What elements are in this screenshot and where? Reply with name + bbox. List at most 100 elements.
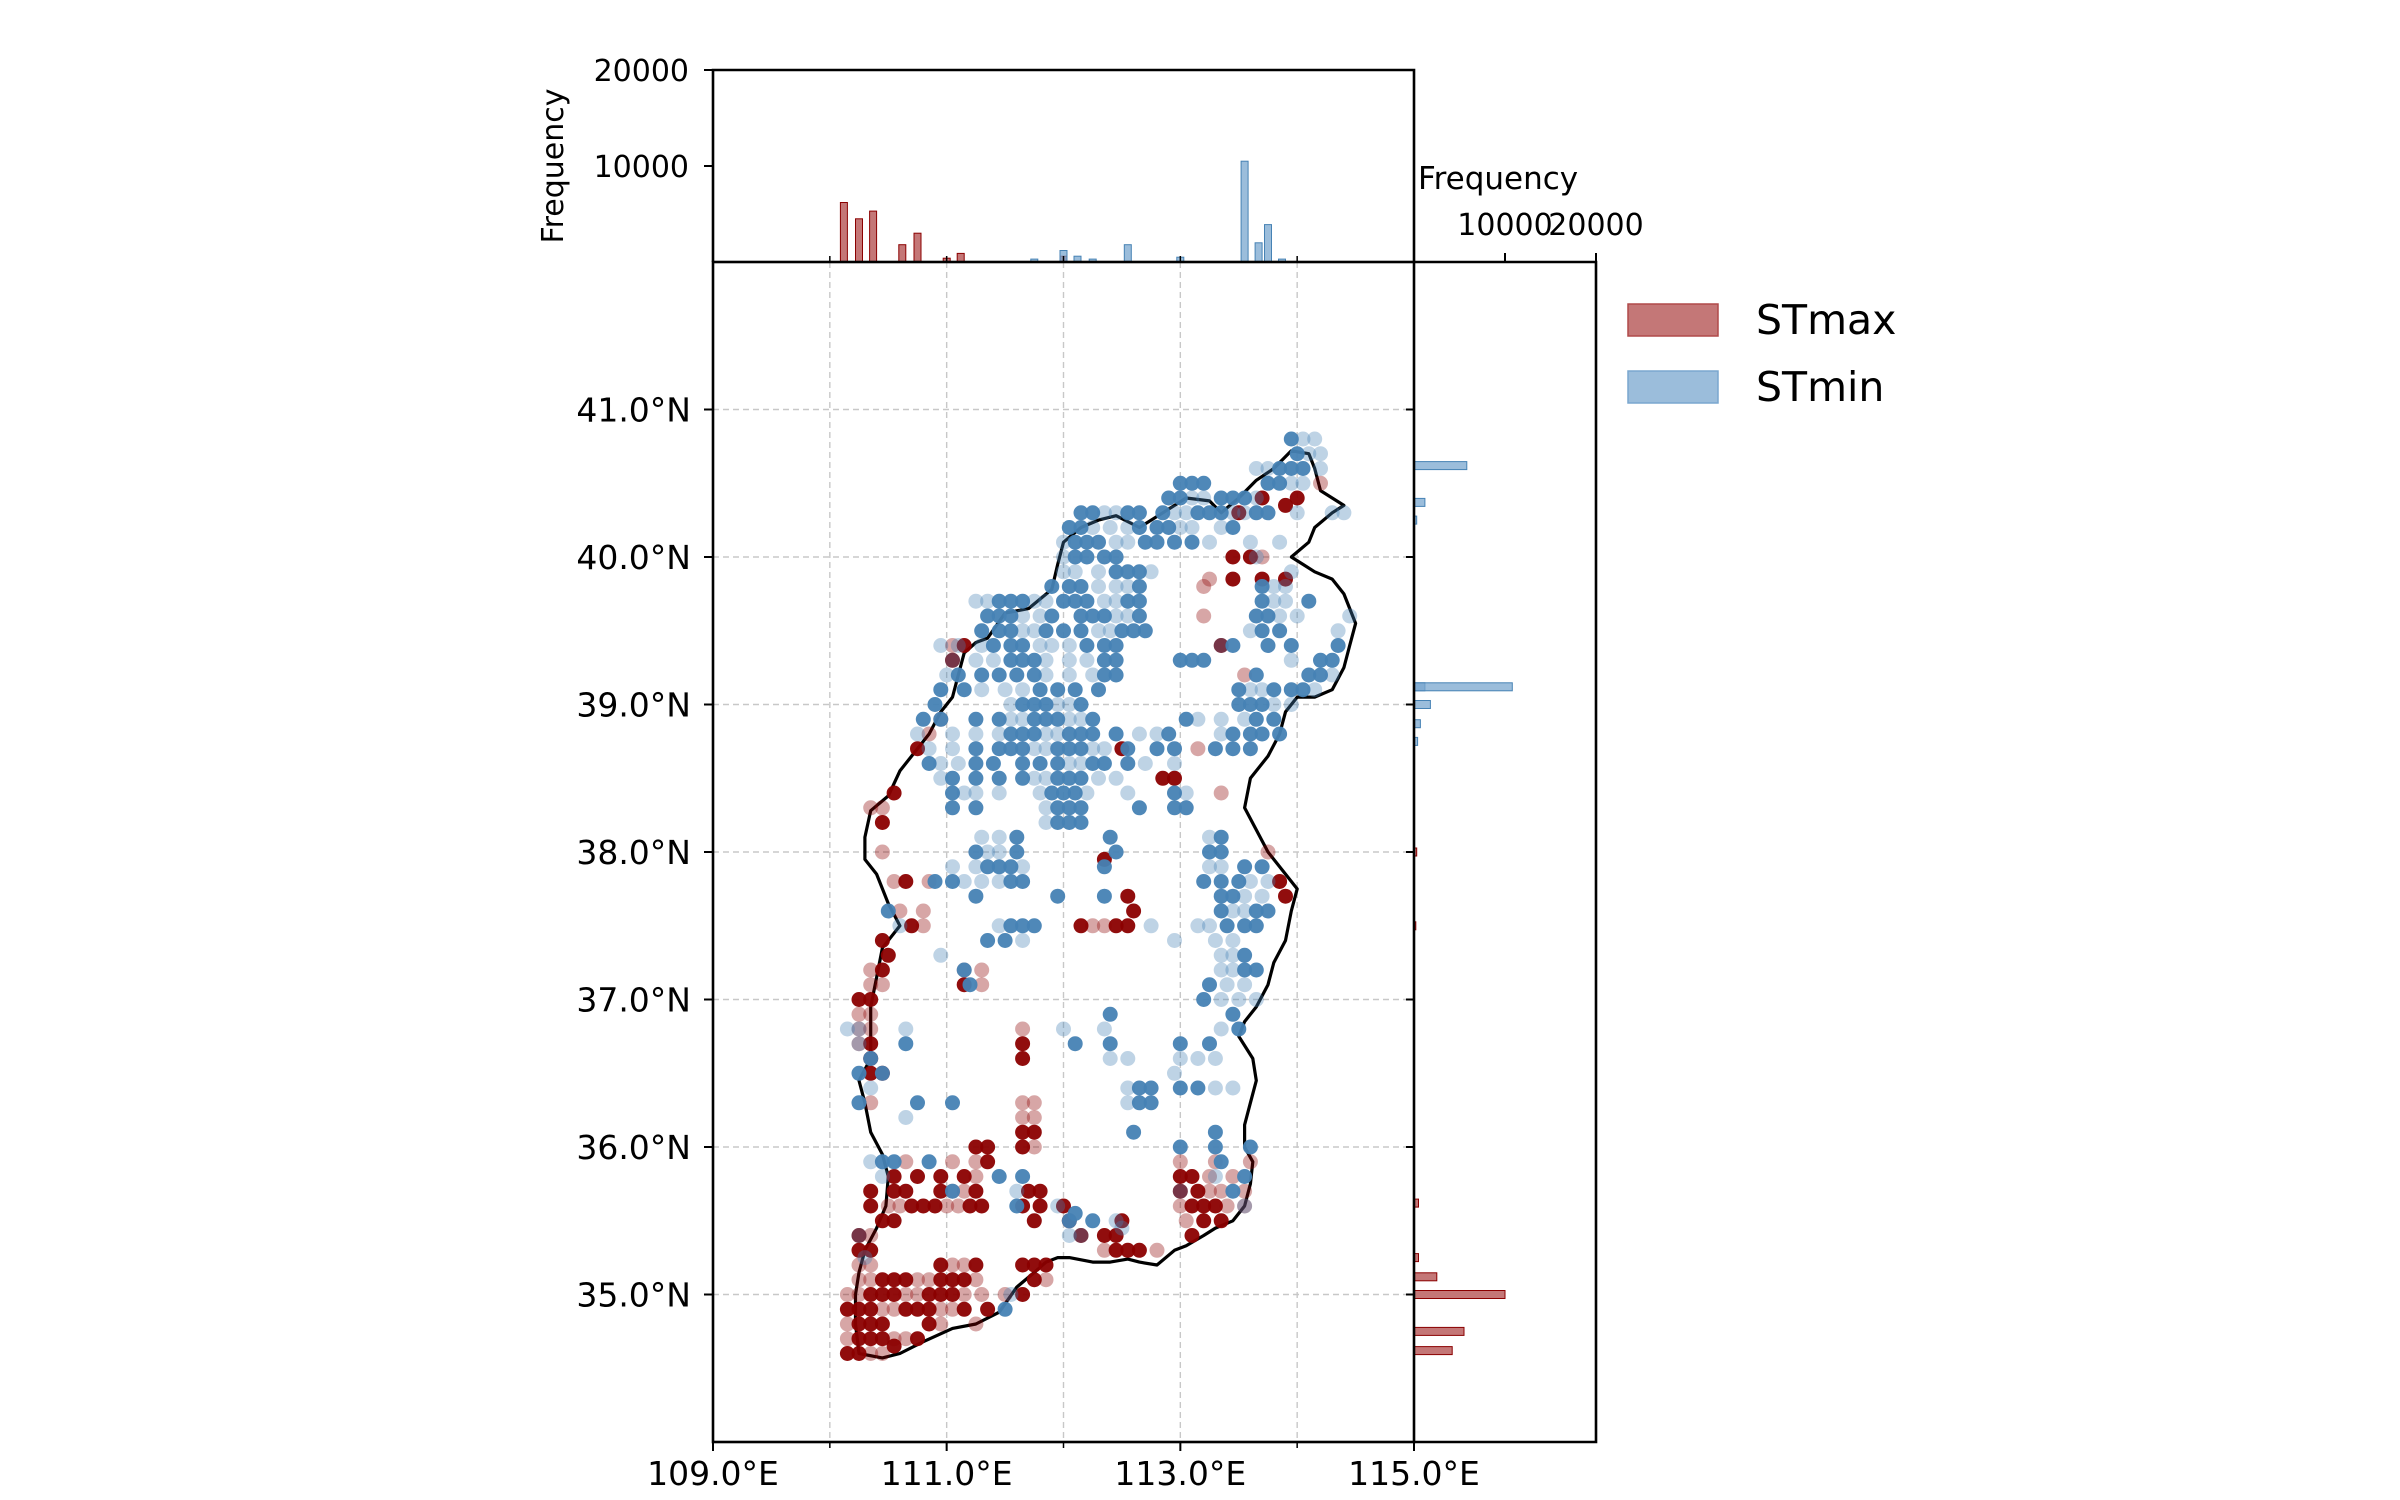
- point-stmax: [968, 1154, 984, 1170]
- point-stmax: [1172, 1169, 1188, 1184]
- point-stmin: [1242, 726, 1258, 742]
- point-stmax: [910, 1331, 925, 1347]
- point-stmin: [1044, 579, 1060, 594]
- point-stmin: [1050, 741, 1066, 757]
- point-stmin: [1073, 770, 1089, 786]
- point-stmax: [863, 1036, 879, 1052]
- point-stmin: [1225, 888, 1241, 904]
- point-stmin: [956, 785, 972, 801]
- point-stmin: [1091, 579, 1106, 594]
- point-stmin: [1131, 505, 1147, 521]
- point-stmin: [1137, 534, 1153, 550]
- point-stmin: [1237, 490, 1253, 506]
- point-stmin: [851, 1065, 867, 1081]
- point-stmax: [1190, 741, 1206, 757]
- point-stmax: [863, 962, 879, 978]
- point-stmin: [1073, 800, 1089, 816]
- point-stmin: [1283, 682, 1299, 698]
- point-stmax: [886, 1272, 902, 1288]
- legend-label-stmin: STmin: [1756, 363, 1884, 411]
- point-stmin: [1056, 623, 1071, 639]
- point-stmin: [886, 1154, 902, 1170]
- point-stmin: [1178, 711, 1194, 727]
- point-stmin: [1202, 1036, 1217, 1052]
- point-stmin: [1248, 549, 1264, 565]
- point-stmax: [968, 1257, 984, 1273]
- point-stmax: [1108, 1228, 1124, 1243]
- point-stmin: [1167, 756, 1182, 771]
- legend-swatch-stmin: [1627, 370, 1719, 404]
- point-stmin: [985, 756, 1001, 771]
- point-stmax: [874, 933, 890, 948]
- point-stmin: [1184, 475, 1200, 491]
- point-stmin: [1149, 520, 1165, 535]
- point-stmax: [1289, 490, 1305, 506]
- point-stmin: [863, 1154, 879, 1170]
- point-stmin: [1102, 829, 1118, 845]
- point-stmin: [1061, 726, 1077, 742]
- point-stmin: [1237, 1169, 1253, 1184]
- point-stmin: [1061, 711, 1077, 727]
- point-stmin: [974, 667, 990, 683]
- point-stmax: [945, 1272, 960, 1288]
- point-stmax: [933, 1169, 949, 1184]
- point-stmin: [1172, 1080, 1188, 1096]
- point-stmax: [874, 1346, 890, 1361]
- point-stmax: [1120, 918, 1136, 934]
- point-stmin: [1301, 446, 1317, 462]
- point-stmin: [1172, 1183, 1188, 1199]
- point-stmin: [1260, 608, 1276, 624]
- point-stmax: [933, 1301, 949, 1317]
- right-hist-bar-stmin: [1413, 461, 1468, 471]
- point-stmax: [1237, 1198, 1253, 1214]
- top-hist-bar-stmin: [1240, 160, 1249, 263]
- point-stmin: [1196, 652, 1212, 668]
- x-tick-label: 111.0°E: [881, 1454, 1013, 1493]
- points-stmin: [839, 431, 1358, 1317]
- point-stmin: [1295, 461, 1311, 476]
- point-stmin: [1038, 623, 1054, 639]
- point-stmin: [956, 962, 972, 978]
- point-stmin: [1207, 933, 1223, 948]
- point-stmin: [980, 859, 996, 875]
- point-stmin: [1295, 682, 1311, 698]
- point-stmin: [1026, 697, 1042, 712]
- point-stmin: [1015, 608, 1031, 624]
- point-stmin: [991, 593, 1007, 609]
- point-stmin: [1248, 918, 1264, 934]
- point-stmin: [980, 593, 996, 609]
- point-stmin: [1120, 741, 1136, 757]
- point-stmin: [1248, 992, 1264, 1007]
- point-stmin: [1313, 446, 1328, 462]
- point-stmin: [991, 859, 1007, 875]
- point-stmin: [1231, 682, 1247, 698]
- point-stmax: [886, 1287, 902, 1302]
- point-stmax: [898, 1272, 914, 1288]
- point-stmin: [1248, 461, 1264, 476]
- point-stmin: [1032, 608, 1048, 624]
- point-stmax: [863, 1316, 879, 1332]
- point-stmin: [1272, 534, 1288, 550]
- y-tick-label: 37.0°N: [576, 981, 691, 1020]
- point-stmin: [939, 667, 955, 683]
- point-stmin: [1044, 638, 1060, 653]
- point-stmax: [886, 1301, 902, 1317]
- x-tick-label: 113.0°E: [1114, 1454, 1246, 1493]
- point-stmin: [1137, 756, 1153, 771]
- point-stmin: [1085, 741, 1101, 757]
- point-stmin: [1003, 638, 1019, 653]
- point-stmin: [1254, 697, 1270, 712]
- point-stmin: [1067, 593, 1083, 609]
- point-stmin: [991, 844, 1007, 860]
- top-hist-tick-label: 20000: [594, 54, 689, 89]
- point-stmax: [921, 1272, 937, 1288]
- point-stmax: [863, 1006, 879, 1022]
- point-stmin: [997, 1301, 1013, 1317]
- point-stmax: [839, 1331, 855, 1347]
- y-tick-label: 35.0°N: [576, 1276, 691, 1315]
- point-stmax: [933, 1272, 949, 1288]
- point-stmax: [851, 1228, 867, 1243]
- point-stmax: [1225, 1169, 1241, 1184]
- point-stmin: [1219, 918, 1235, 934]
